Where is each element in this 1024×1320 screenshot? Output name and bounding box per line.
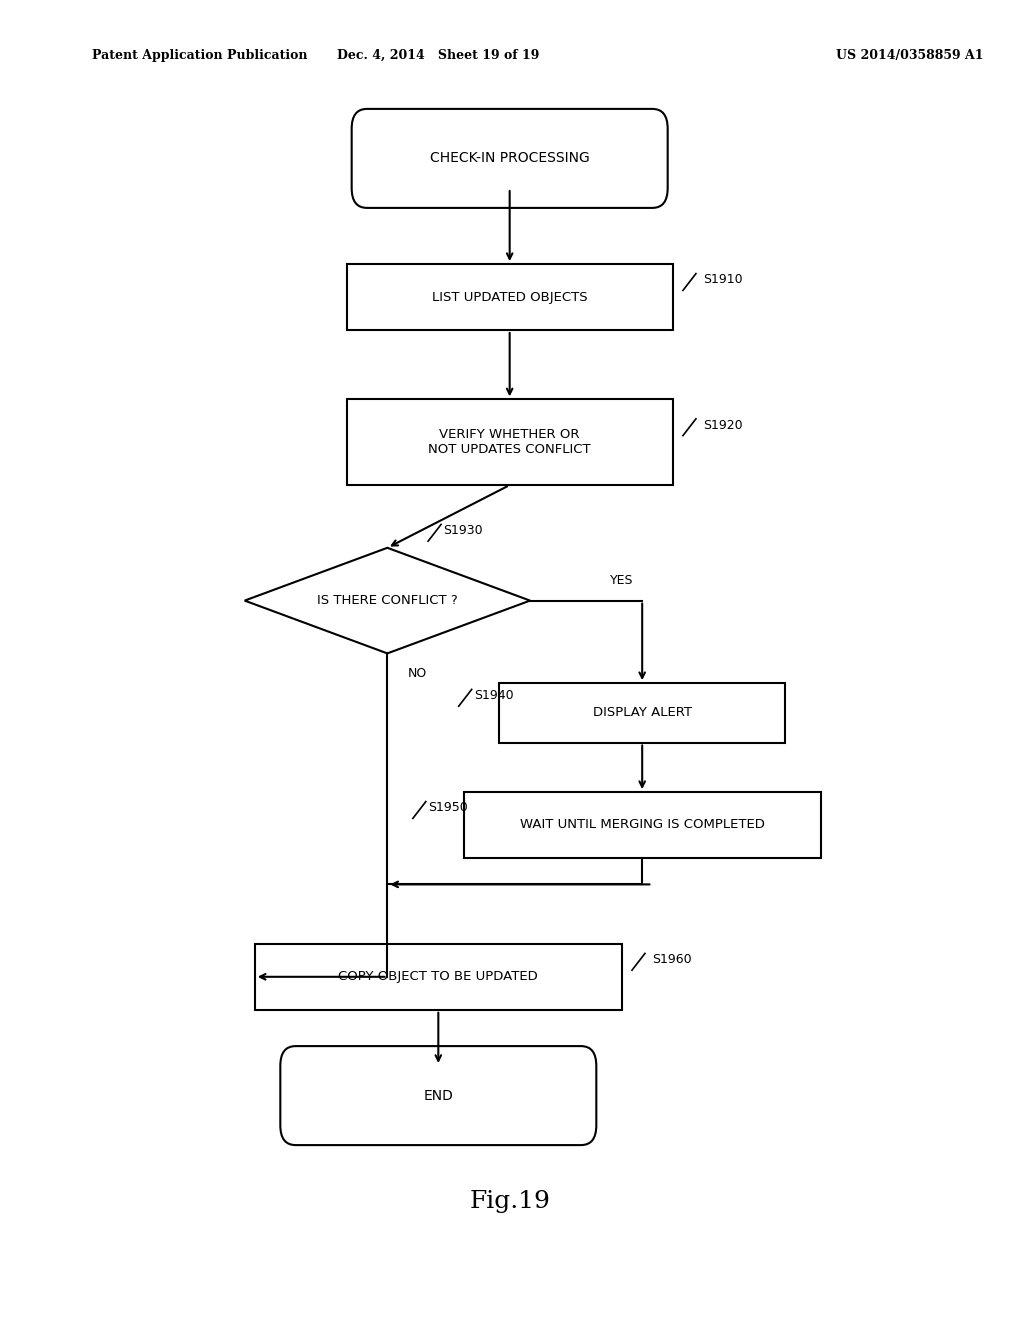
FancyBboxPatch shape: [346, 264, 673, 330]
FancyBboxPatch shape: [346, 399, 673, 484]
Text: CHECK-IN PROCESSING: CHECK-IN PROCESSING: [430, 152, 590, 165]
Text: S1920: S1920: [703, 418, 743, 432]
FancyBboxPatch shape: [351, 110, 668, 207]
Text: S1950: S1950: [428, 801, 468, 814]
Text: IS THERE CONFLICT ?: IS THERE CONFLICT ?: [317, 594, 458, 607]
Text: YES: YES: [610, 574, 634, 587]
Text: S1940: S1940: [474, 689, 514, 702]
Text: NO: NO: [408, 667, 427, 680]
Text: DISPLAY ALERT: DISPLAY ALERT: [593, 706, 691, 719]
Text: WAIT UNTIL MERGING IS COMPLETED: WAIT UNTIL MERGING IS COMPLETED: [520, 818, 765, 832]
FancyBboxPatch shape: [500, 684, 785, 742]
Polygon shape: [245, 548, 530, 653]
FancyBboxPatch shape: [281, 1045, 596, 1144]
Text: US 2014/0358859 A1: US 2014/0358859 A1: [836, 49, 983, 62]
Text: S1960: S1960: [652, 953, 692, 966]
FancyBboxPatch shape: [255, 944, 622, 1010]
Text: Dec. 4, 2014   Sheet 19 of 19: Dec. 4, 2014 Sheet 19 of 19: [337, 49, 540, 62]
Text: S1930: S1930: [443, 524, 483, 537]
FancyBboxPatch shape: [464, 792, 820, 858]
Text: LIST UPDATED OBJECTS: LIST UPDATED OBJECTS: [432, 290, 588, 304]
Text: Fig.19: Fig.19: [469, 1189, 550, 1213]
Text: Patent Application Publication: Patent Application Publication: [92, 49, 307, 62]
Text: COPY OBJECT TO BE UPDATED: COPY OBJECT TO BE UPDATED: [339, 970, 539, 983]
Text: END: END: [423, 1089, 454, 1102]
Text: VERIFY WHETHER OR
NOT UPDATES CONFLICT: VERIFY WHETHER OR NOT UPDATES CONFLICT: [428, 428, 591, 457]
Text: S1910: S1910: [703, 273, 743, 286]
